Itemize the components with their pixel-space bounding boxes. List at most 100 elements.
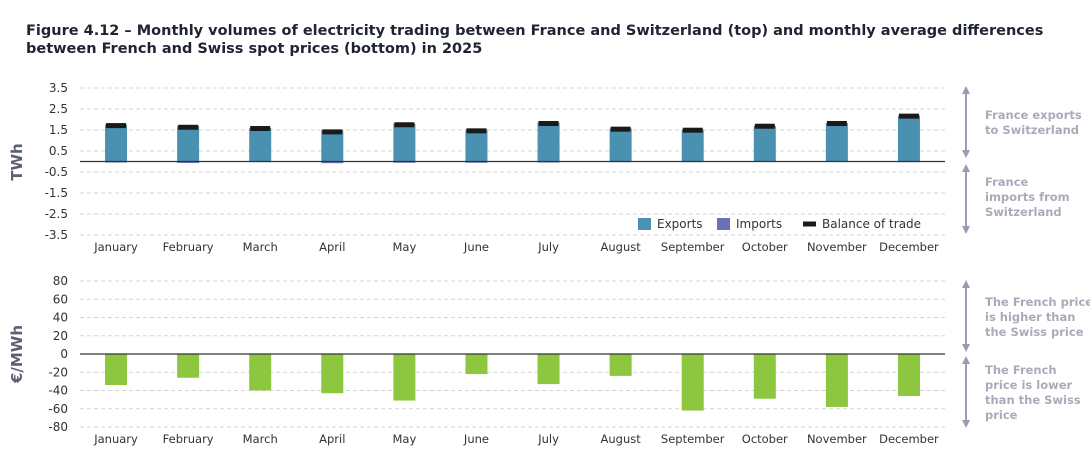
y-tick-label: -80 (48, 420, 68, 434)
x-tick-label: March (243, 240, 278, 254)
x-tick-label: April (319, 432, 345, 446)
x-tick-label: December (879, 240, 939, 254)
x-tick-label: November (807, 432, 867, 446)
up-arrow-icon-head (962, 86, 970, 94)
y-tick-label: 1.5 (49, 123, 68, 137)
annotation-imports: France imports from Switzerland (985, 175, 1070, 219)
x-tick-label: March (243, 432, 278, 446)
annotation-lower: The French price is lower than the Swiss pr… (985, 363, 1081, 422)
exports-bar (537, 122, 560, 162)
exports-bar (321, 130, 344, 162)
exports-bar (753, 126, 776, 162)
y-tick-label: 0 (60, 347, 68, 361)
x-tick-label: February (163, 432, 214, 446)
x-tick-label: January (93, 432, 138, 446)
y-tick-label: 60 (53, 292, 68, 306)
x-tick-label: November (807, 240, 867, 254)
balance-marker (250, 126, 271, 132)
down-arrow-icon-head (962, 226, 970, 234)
x-tick-label: January (93, 240, 138, 254)
price-difference-bar (825, 354, 848, 407)
price-difference-bar (393, 354, 416, 401)
price-difference-bar (177, 354, 200, 378)
exports-bar (249, 127, 272, 162)
y-tick-label: 0.5 (49, 144, 68, 158)
x-tick-label: July (537, 432, 559, 446)
exports-bar (897, 115, 920, 162)
up-arrow-icon-head (962, 344, 970, 352)
imports-bar (393, 161, 416, 163)
y-tick-label: -0.5 (45, 165, 68, 179)
imports-bar (465, 161, 488, 163)
x-tick-label: October (742, 240, 788, 254)
x-tick-label: December (879, 432, 939, 446)
annotation-higher: The French price is higher than the Swiss … (985, 295, 1090, 339)
exports-bar (105, 124, 128, 162)
price-difference-bar (681, 354, 704, 411)
down-arrow-icon-head (962, 356, 970, 364)
legend-label: Balance of trade (822, 217, 921, 231)
balance-marker (826, 120, 847, 126)
exports-bar (609, 128, 632, 162)
y-tick-label: 80 (53, 274, 68, 288)
imports-bar (321, 161, 344, 164)
legend-label: Exports (657, 217, 703, 231)
y-tick-label: -60 (48, 402, 68, 416)
figure-title: Figure 4.12 – Monthly volumes of electri… (26, 23, 1044, 57)
x-tick-label: August (601, 240, 642, 254)
y-tick-label: -20 (48, 365, 68, 379)
balance-marker (322, 129, 343, 135)
down-arrow-icon-head (962, 164, 970, 172)
annotation-exports: France exports to Switzerland (985, 108, 1082, 137)
y-tick-label: -1.5 (45, 186, 68, 200)
x-tick-label: April (319, 240, 345, 254)
y-axis-label: €/MWh (8, 325, 26, 384)
balance-marker (610, 126, 631, 132)
x-tick-label: June (463, 432, 489, 446)
up-arrow-icon-head (962, 280, 970, 288)
price-difference-bar (753, 354, 776, 399)
y-axis-label: TWh (8, 143, 26, 180)
y-tick-label: 20 (53, 329, 68, 343)
balance-marker (106, 123, 127, 129)
up-arrow-icon-head (962, 150, 970, 158)
price-difference-bar (249, 354, 272, 391)
y-tick-label: -2.5 (45, 207, 68, 221)
price-difference-bar (537, 354, 560, 385)
x-tick-label: September (661, 432, 725, 446)
y-tick-label: 40 (53, 311, 68, 325)
exports-bar (177, 125, 200, 162)
price-difference-bar (897, 354, 920, 396)
price-difference-bar (105, 354, 128, 386)
x-tick-label: February (163, 240, 214, 254)
x-tick-label: June (463, 240, 489, 254)
exports-bar (465, 129, 488, 162)
price-difference-bar (321, 354, 344, 394)
price-difference-bar (465, 354, 488, 375)
exports-bar (681, 129, 704, 162)
y-tick-label: 3.5 (49, 81, 68, 95)
x-tick-label: July (537, 240, 559, 254)
x-tick-label: September (661, 240, 725, 254)
legend-swatch-balance (803, 221, 816, 227)
y-tick-label: 2.5 (49, 102, 68, 116)
y-tick-label: -40 (48, 384, 68, 398)
exports-bar (825, 123, 848, 162)
x-tick-label: May (392, 240, 416, 254)
legend-label: Imports (736, 217, 782, 231)
balance-marker (394, 122, 415, 128)
balance-marker (466, 128, 487, 134)
price-difference-bar (609, 354, 632, 376)
imports-bar (177, 161, 200, 163)
legend-swatch-exports (638, 218, 651, 230)
balance-marker (682, 127, 703, 133)
x-tick-label: October (742, 432, 788, 446)
x-tick-label: May (392, 432, 416, 446)
balance-marker (754, 123, 775, 129)
legend-swatch-imports (717, 218, 730, 230)
x-tick-label: August (601, 432, 642, 446)
balance-marker (538, 120, 559, 126)
balance-marker (178, 124, 199, 130)
exports-bar (393, 123, 416, 162)
